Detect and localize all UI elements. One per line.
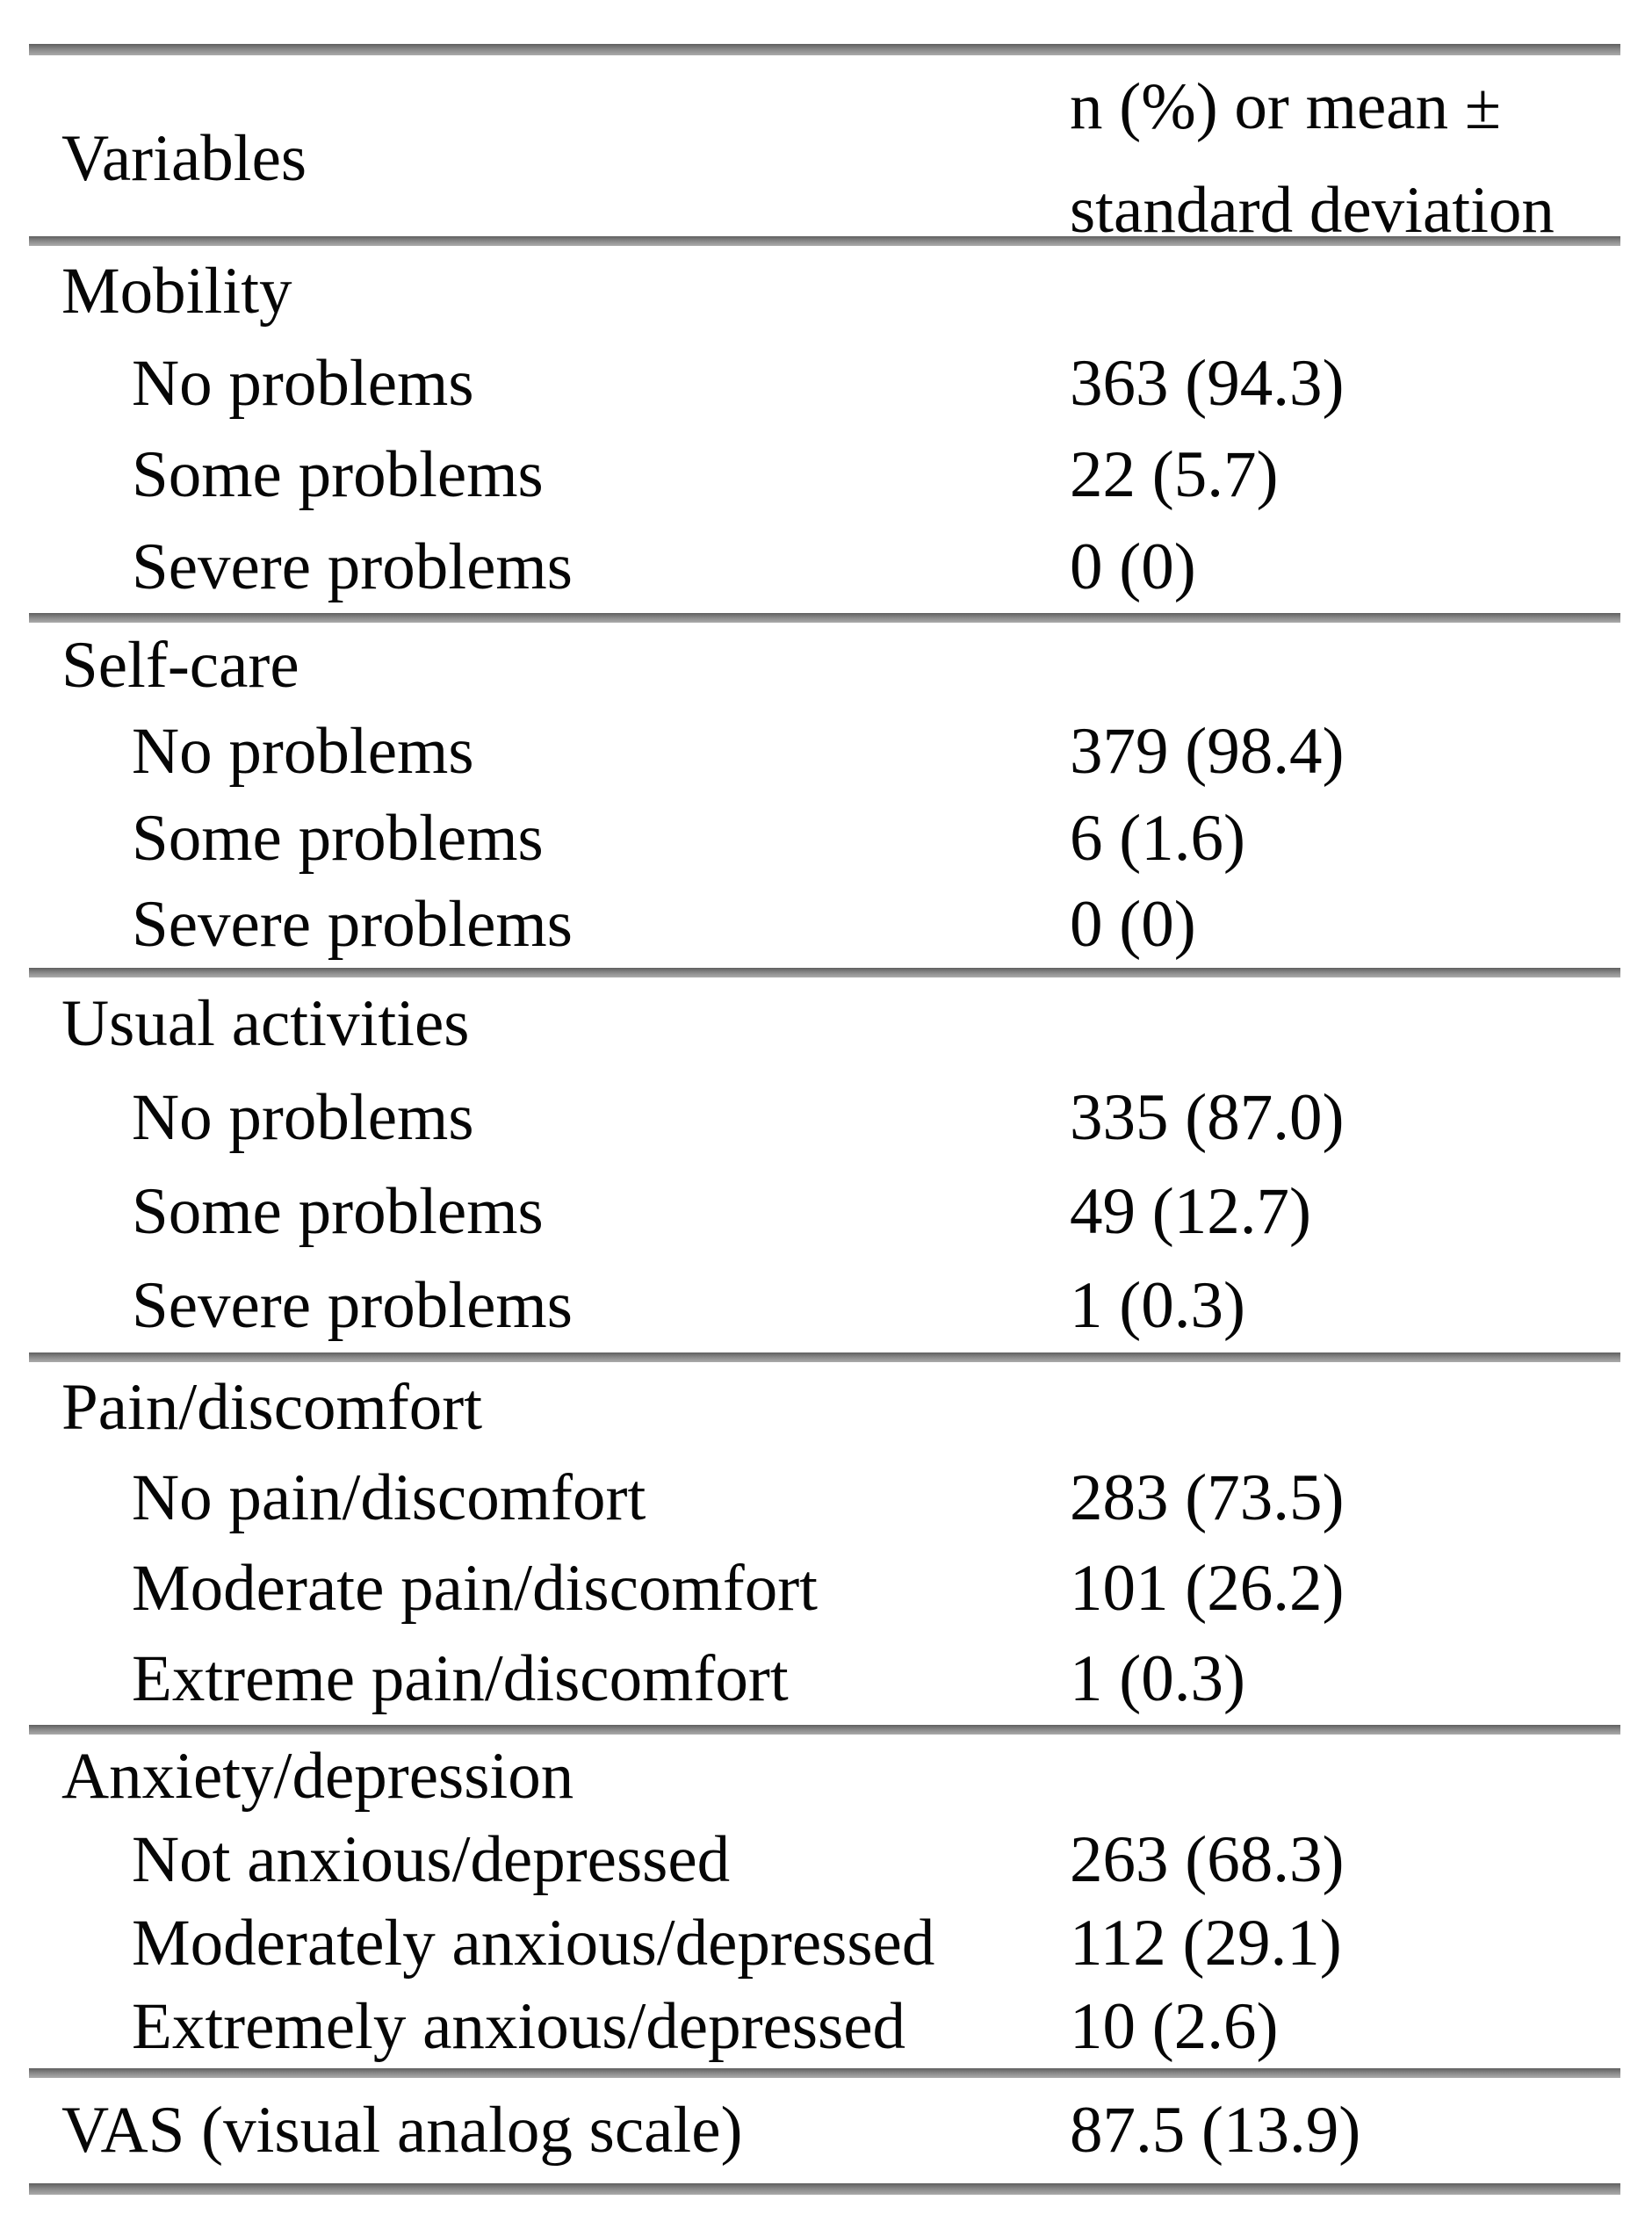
section-title-row: Self-care <box>29 623 1620 709</box>
table-row: Severe problems 0 (0) <box>29 522 1620 614</box>
row-label: Severe problems <box>132 887 573 961</box>
row-label: No problems <box>132 715 474 789</box>
table-bottom-rule <box>29 2183 1620 2195</box>
table-row: No problems 379 (98.4) <box>29 709 1620 795</box>
row-label: VAS (visual analog scale) <box>61 2094 743 2167</box>
row-value: 1 (0.3) <box>1070 1642 1245 1716</box>
row-value: 87.5 (13.9) <box>1070 2094 1361 2167</box>
table-row: No pain/discomfort 283 (73.5) <box>29 1453 1620 1543</box>
section-title: Anxiety/depression <box>61 1739 574 1813</box>
row-label: No problems <box>132 1081 474 1155</box>
table-row: Extremely anxious/depressed 10 (2.6) <box>29 1985 1620 2068</box>
vas-row: VAS (visual analog scale) 87.5 (13.9) <box>29 2078 1620 2183</box>
bottom-margin <box>29 2195 1620 2236</box>
row-value: 1 (0.3) <box>1070 1268 1245 1342</box>
section-self-care: Self-care No problems 379 (98.4) Some pr… <box>29 623 1620 968</box>
section-title: Mobility <box>61 255 292 328</box>
section-title-row: Anxiety/depression <box>29 1735 1620 1818</box>
row-value: 49 (12.7) <box>1070 1174 1311 1248</box>
table-row: Severe problems 0 (0) <box>29 882 1620 968</box>
table-row: Some problems 22 (5.7) <box>29 429 1620 522</box>
table-row: Moderately anxious/depressed 112 (29.1) <box>29 1901 1620 1985</box>
row-value: 335 (87.0) <box>1070 1081 1345 1155</box>
section-separator-rule <box>29 1352 1620 1362</box>
row-label: Some problems <box>132 801 544 875</box>
row-label: Severe problems <box>132 1268 573 1342</box>
table-content: Variables n (%) or mean ± standard devia… <box>29 0 1620 2236</box>
row-value: 6 (1.6) <box>1070 801 1245 875</box>
section-usual-activities: Usual activities No problems 335 (87.0) … <box>29 977 1620 1352</box>
header-value-column-label: n (%) or mean ± standard deviation <box>1070 55 1620 263</box>
section-separator-rule <box>29 1725 1620 1735</box>
section-anxiety-depression: Anxiety/depression Not anxious/depressed… <box>29 1735 1620 2068</box>
header-variables-label: Variables <box>61 121 307 195</box>
table-row: Not anxious/depressed 263 (68.3) <box>29 1818 1620 1901</box>
row-value: 379 (98.4) <box>1070 715 1345 789</box>
table-header-row: Variables n (%) or mean ± standard devia… <box>29 55 1620 247</box>
section-title-row: Usual activities <box>29 977 1620 1071</box>
table-row: Extreme pain/discomfort 1 (0.3) <box>29 1634 1620 1725</box>
section-title-row: Mobility <box>29 246 1620 338</box>
top-margin <box>29 0 1620 44</box>
row-label: No pain/discomfort <box>132 1461 646 1534</box>
row-label: Some problems <box>132 1174 544 1248</box>
row-label: Not anxious/depressed <box>132 1822 731 1896</box>
row-value: 363 (94.3) <box>1070 346 1345 420</box>
row-value: 112 (29.1) <box>1070 1906 1342 1980</box>
section-title: Self-care <box>61 629 299 703</box>
table-row: No problems 363 (94.3) <box>29 338 1620 430</box>
table-row: Some problems 6 (1.6) <box>29 796 1620 882</box>
row-label: Extreme pain/discomfort <box>132 1642 789 1716</box>
table-row: Moderate pain/discomfort 101 (26.2) <box>29 1544 1620 1634</box>
section-title: Pain/discomfort <box>61 1370 483 1444</box>
row-value: 10 (2.6) <box>1070 1989 1279 2063</box>
table-row: No problems 335 (87.0) <box>29 1071 1620 1165</box>
section-separator-rule <box>29 613 1620 623</box>
table-row: Severe problems 1 (0.3) <box>29 1259 1620 1352</box>
section-separator-rule <box>29 2068 1620 2078</box>
section-pain-discomfort: Pain/discomfort No pain/discomfort 283 (… <box>29 1362 1620 1725</box>
header-separator-rule <box>29 236 1620 246</box>
row-value: 283 (73.5) <box>1070 1461 1345 1534</box>
row-label: No problems <box>132 346 474 420</box>
table-top-rule <box>29 44 1620 55</box>
header-value-line2: standard deviation <box>1070 173 1555 247</box>
row-label: Moderate pain/discomfort <box>132 1552 819 1626</box>
section-title: Usual activities <box>61 987 470 1061</box>
row-label: Moderately anxious/depressed <box>132 1906 935 1980</box>
section-mobility: Mobility No problems 363 (94.3) Some pro… <box>29 246 1620 613</box>
row-value: 0 (0) <box>1070 530 1196 603</box>
row-label: Severe problems <box>132 530 573 603</box>
header-value-line1: n (%) or mean ± <box>1070 70 1501 143</box>
section-title-row: Pain/discomfort <box>29 1362 1620 1453</box>
row-value: 263 (68.3) <box>1070 1822 1345 1896</box>
row-value: 22 (5.7) <box>1070 438 1279 512</box>
row-value: 0 (0) <box>1070 887 1196 961</box>
table-row: Some problems 49 (12.7) <box>29 1165 1620 1259</box>
row-label: Extremely anxious/depressed <box>132 1989 905 2063</box>
row-label: Some problems <box>132 438 544 512</box>
section-separator-rule <box>29 968 1620 977</box>
row-value: 101 (26.2) <box>1070 1552 1345 1626</box>
